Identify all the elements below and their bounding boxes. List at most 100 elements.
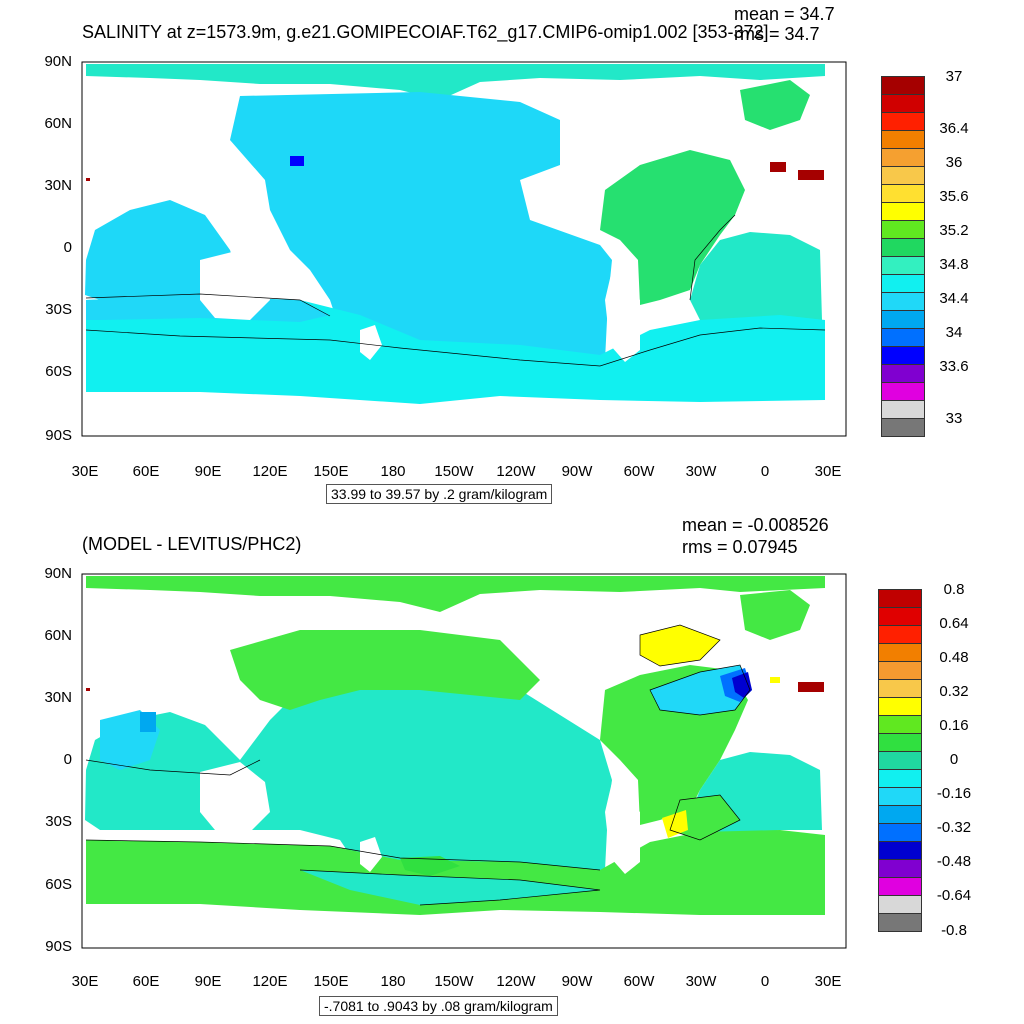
lon-label: 60W	[623, 973, 655, 990]
lon-label: 30E	[71, 463, 99, 480]
colorbar-label: -0.48	[936, 853, 972, 870]
colorbar-swatch	[881, 203, 925, 221]
lat-label: 60S	[45, 363, 72, 380]
colorbar-swatch	[881, 419, 925, 437]
colorbar-swatch	[878, 896, 922, 914]
contour-range-label: 33.99 to 39.57 by .2 gram/kilogram	[326, 484, 553, 504]
lon-label: 30E	[814, 973, 842, 990]
lat-label: 90N	[44, 53, 72, 70]
lat-label: 60N	[44, 115, 72, 132]
colorbar-swatch	[878, 608, 922, 626]
colorbar-label: 35.6	[939, 188, 969, 205]
colorbar-swatch	[881, 311, 925, 329]
colorbar-swatch	[878, 644, 922, 662]
colorbar-swatch	[881, 185, 925, 203]
lon-label: 60E	[132, 973, 160, 990]
colorbar-swatch	[878, 806, 922, 824]
colorbar-swatch	[881, 95, 925, 113]
colorbar	[878, 589, 922, 932]
colorbar-swatch	[881, 329, 925, 347]
panel-title: SALINITY at z=1573.9m, g.e21.GOMIPECOIAF…	[82, 22, 769, 42]
lat-label: 90N	[44, 565, 72, 582]
colorbar-swatch	[881, 113, 925, 131]
colorbar-label: 34.8	[939, 256, 969, 273]
colorbar-label: -0.64	[936, 887, 972, 904]
colorbar-swatch	[881, 239, 925, 257]
lon-label: 150E	[313, 463, 349, 480]
colorbar-swatch	[878, 662, 922, 680]
colorbar-swatch	[881, 131, 925, 149]
lat-label: 60N	[44, 627, 72, 644]
colorbar-label: 0.32	[939, 683, 969, 700]
colorbar	[881, 76, 925, 437]
colorbar-swatch	[881, 167, 925, 185]
colorbar-label: -0.32	[936, 819, 972, 836]
lon-label: 120E	[252, 973, 288, 990]
lon-label: 90W	[561, 973, 593, 990]
lon-label: 120W	[496, 973, 536, 990]
lat-label: 30N	[44, 177, 72, 194]
colorbar-label: 33.6	[939, 358, 969, 375]
colorbar-swatch	[878, 734, 922, 752]
lat-label: 90S	[45, 938, 72, 955]
colorbar-label: 35.2	[939, 222, 969, 239]
colorbar-label: 34	[945, 324, 963, 341]
lon-label: 30W	[685, 463, 717, 480]
colorbar-swatch	[878, 589, 922, 608]
lon-label: 150E	[313, 973, 349, 990]
colorbar-label: 36	[945, 154, 963, 171]
lon-label: 180	[380, 463, 406, 480]
lat-label: 30N	[44, 689, 72, 706]
colorbar-swatch	[878, 680, 922, 698]
colorbar-label: 0.8	[943, 581, 965, 598]
mean-stat: mean = 34.7	[734, 4, 835, 24]
colorbar-swatch	[881, 383, 925, 401]
colorbar-swatch	[878, 698, 922, 716]
colorbar-label: 36.4	[939, 120, 969, 137]
colorbar-swatch	[878, 878, 922, 896]
colorbar-swatch	[878, 842, 922, 860]
lat-label: 90S	[45, 427, 72, 444]
colorbar-swatch	[881, 76, 925, 95]
lon-label: 30E	[71, 973, 99, 990]
lon-label: 180	[380, 973, 406, 990]
colorbar-label: 33	[945, 410, 963, 427]
colorbar-label: 0.16	[939, 717, 969, 734]
lon-label: 0	[760, 973, 770, 990]
lon-label: 30E	[814, 463, 842, 480]
colorbar-swatch	[878, 914, 922, 932]
colorbar-label: 0.64	[939, 615, 969, 632]
panel-title: (MODEL - LEVITUS/PHC2)	[82, 534, 302, 554]
rms-stat: rms = 0.07945	[682, 537, 798, 557]
colorbar-label: -0.8	[941, 922, 967, 939]
lat-label: 30S	[45, 813, 72, 830]
colorbar-swatch	[881, 149, 925, 167]
lon-label: 90E	[194, 973, 222, 990]
lon-label: 0	[760, 463, 770, 480]
lon-label: 150W	[434, 463, 474, 480]
lat-label: 0	[63, 239, 72, 256]
colorbar-swatch	[878, 716, 922, 734]
lat-label: 30S	[45, 301, 72, 318]
colorbar-label: 0	[949, 751, 959, 768]
colorbar-swatch	[878, 752, 922, 770]
mean-stat: mean = -0.008526	[682, 515, 829, 535]
colorbar-swatch	[881, 221, 925, 239]
lon-label: 120W	[496, 463, 536, 480]
lon-label: 150W	[434, 973, 474, 990]
contour-range-label: -.7081 to .9043 by .08 gram/kilogram	[319, 996, 558, 1016]
colorbar-label: -0.16	[936, 785, 972, 802]
colorbar-swatch	[881, 275, 925, 293]
lon-label: 120E	[252, 463, 288, 480]
colorbar-swatch	[878, 788, 922, 806]
colorbar-label: 0.48	[939, 649, 969, 666]
rms-stat: rms = 34.7	[734, 24, 820, 44]
colorbar-swatch	[878, 626, 922, 644]
colorbar-label: 37	[945, 68, 963, 85]
colorbar-swatch	[878, 860, 922, 878]
lat-label: 0	[63, 751, 72, 768]
colorbar-swatch	[878, 770, 922, 788]
lat-label: 60S	[45, 876, 72, 893]
